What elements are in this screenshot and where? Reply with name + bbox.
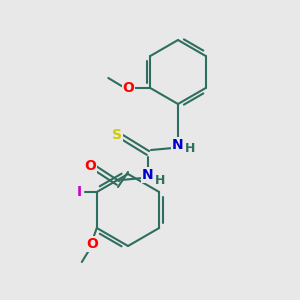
- Text: S: S: [112, 128, 122, 142]
- Text: H: H: [185, 142, 195, 155]
- Text: H: H: [155, 173, 165, 187]
- Text: I: I: [76, 185, 81, 199]
- Text: N: N: [172, 138, 184, 152]
- Text: O: O: [86, 237, 98, 251]
- Text: N: N: [142, 168, 154, 182]
- Text: O: O: [84, 159, 96, 173]
- Text: O: O: [122, 81, 134, 95]
